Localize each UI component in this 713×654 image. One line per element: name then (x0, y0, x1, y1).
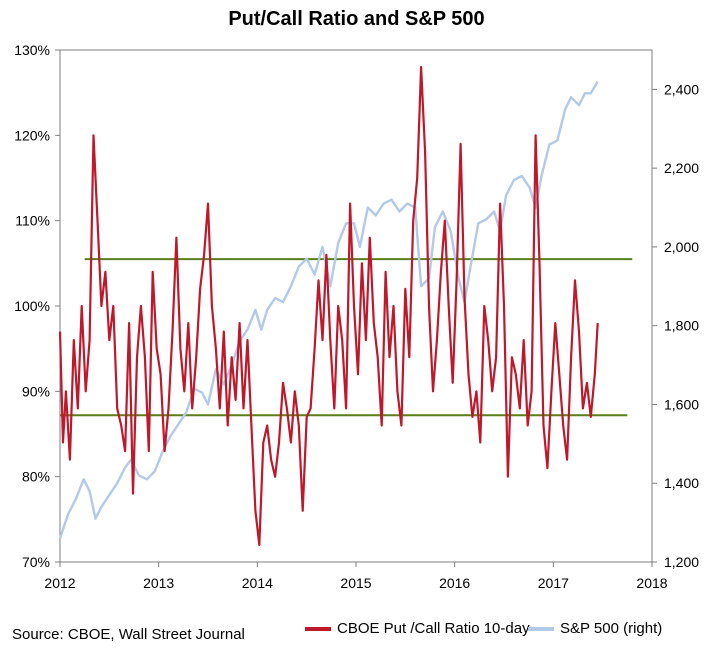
y-left-tick-label: 110% (15, 213, 50, 229)
y-left-tick-label: 90% (22, 383, 50, 399)
plot-frame (59, 49, 653, 563)
y-right-tick-label: 2,200 (664, 160, 699, 176)
series-line-putcall (58, 66, 599, 546)
y-right-tick-label: 2,000 (664, 239, 699, 255)
x-tick-label: 2016 (439, 575, 470, 591)
y-left-tick-label: 70% (22, 554, 50, 570)
series-line-sp500 (58, 80, 599, 539)
y-right-tick-label: 1,800 (664, 318, 699, 334)
legend-label-putcall: CBOE Put /Call Ratio 10-day (337, 620, 530, 637)
x-tick-label: 2012 (44, 575, 75, 591)
x-tick-label: 2018 (636, 575, 667, 591)
y-left-tick-label: 100% (14, 298, 50, 314)
source-note: Source: CBOE, Wall Street Journal (12, 626, 245, 643)
x-tick-label: 2017 (538, 575, 569, 591)
legend-item-putcall: CBOE Put /Call Ratio 10-day (305, 620, 530, 637)
y-left-tick-label: 80% (22, 469, 50, 485)
y-right-tick-label: 1,400 (664, 475, 699, 491)
y-right-tick-label: 1,600 (664, 396, 699, 412)
x-tick-label: 2014 (242, 575, 273, 591)
y-left-tick-label: 130% (14, 42, 50, 58)
legend-swatch-putcall (305, 626, 331, 631)
legend-item-sp500: S&P 500 (right) (528, 620, 662, 637)
y-right-tick-label: 1,200 (664, 554, 699, 570)
x-tick-label: 2013 (143, 575, 174, 591)
x-tick-label: 2015 (340, 575, 371, 591)
y-left-tick-label: 120% (14, 127, 50, 143)
y-right-tick-label: 2,400 (664, 81, 699, 97)
legend-label-sp500: S&P 500 (right) (560, 620, 663, 637)
chart-title: Put/Call Ratio and S&P 500 (228, 8, 485, 30)
legend-swatch-sp500 (528, 626, 554, 631)
